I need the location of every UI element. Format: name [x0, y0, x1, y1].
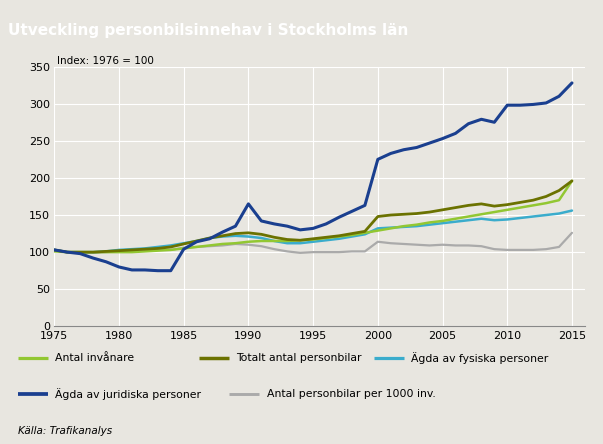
Text: Ägda av juridiska personer: Ägda av juridiska personer — [55, 388, 201, 400]
Text: Antal personbilar per 1000 inv.: Antal personbilar per 1000 inv. — [267, 389, 435, 399]
Text: Ägda av fysiska personer: Ägda av fysiska personer — [411, 352, 549, 364]
Text: Totalt antal personbilar: Totalt antal personbilar — [236, 353, 362, 363]
Text: Utveckling personbilsinnehav i Stockholms län: Utveckling personbilsinnehav i Stockholm… — [8, 23, 408, 38]
Text: Källa: Trafikanalys: Källa: Trafikanalys — [18, 426, 112, 436]
Text: Antal invånare: Antal invånare — [55, 353, 134, 363]
Text: Index: 1976 = 100: Index: 1976 = 100 — [57, 56, 154, 67]
